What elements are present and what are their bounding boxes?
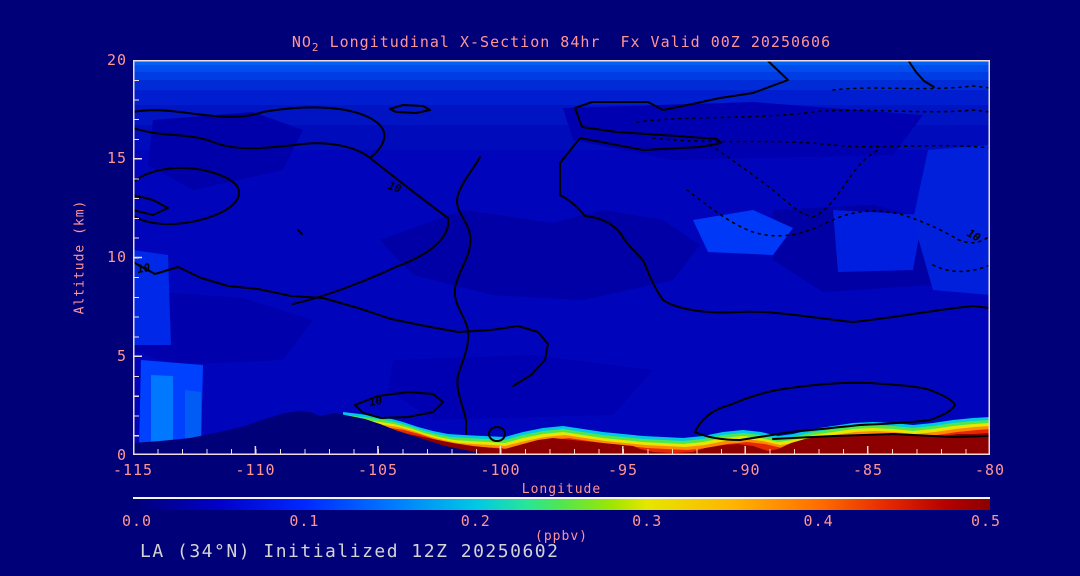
title-species-subscript: 2	[311, 41, 320, 54]
colorbar-tick-0.1: 0.1	[289, 512, 320, 530]
y-tick-0: 0	[116, 446, 127, 464]
x-tick-n105: -105	[357, 461, 399, 479]
y-tick-15: 15	[106, 149, 127, 167]
y-tick-20: 20	[106, 51, 127, 69]
contour-field	[133, 60, 990, 455]
colorbar-tick-0.3: 0.3	[632, 512, 663, 530]
colorbar-tick-0.4: 0.4	[803, 512, 834, 530]
x-tick-n95: -95	[607, 461, 639, 479]
y-axis-label: Altitude (km)	[72, 199, 88, 315]
y-tick-5: 5	[116, 347, 127, 365]
y-axis-minor-ticks	[134, 60, 139, 455]
x-tick-n80: -80	[974, 461, 1006, 479]
y-tick-10: 10	[106, 248, 127, 266]
cross-section-plot: 10 10 10 10	[133, 60, 990, 455]
initialization-line: LA (34°N) Initialized 12Z 20250602	[140, 541, 560, 562]
x-tick-n85: -85	[852, 461, 884, 479]
colorbar-tick-0.2: 0.2	[460, 512, 491, 530]
colorbar-tick-0.0: 0.0	[121, 512, 153, 530]
x-tick-n110: -110	[235, 461, 276, 479]
x-tick-n90: -90	[730, 461, 761, 479]
colorbar-units-label: (ppbv)	[535, 529, 588, 544]
title-species: NO	[291, 33, 312, 51]
x-axis-label: Longitude	[521, 482, 602, 497]
colorbar	[133, 497, 990, 510]
x-tick-n115: -115	[112, 461, 154, 479]
title-text: Longitudinal X-Section 84hr Fx Valid 00Z…	[319, 33, 832, 51]
contour-label-3: 10	[367, 393, 384, 410]
x-tick-n100: -100	[480, 461, 521, 479]
x-axis-minor-ticks	[133, 449, 990, 454]
page-title: NO2 Longitudinal X-Section 84hr Fx Valid…	[133, 33, 990, 54]
contour-label-2: 10	[135, 260, 152, 277]
colorbar-tick-0.5: 0.5	[970, 512, 1002, 530]
